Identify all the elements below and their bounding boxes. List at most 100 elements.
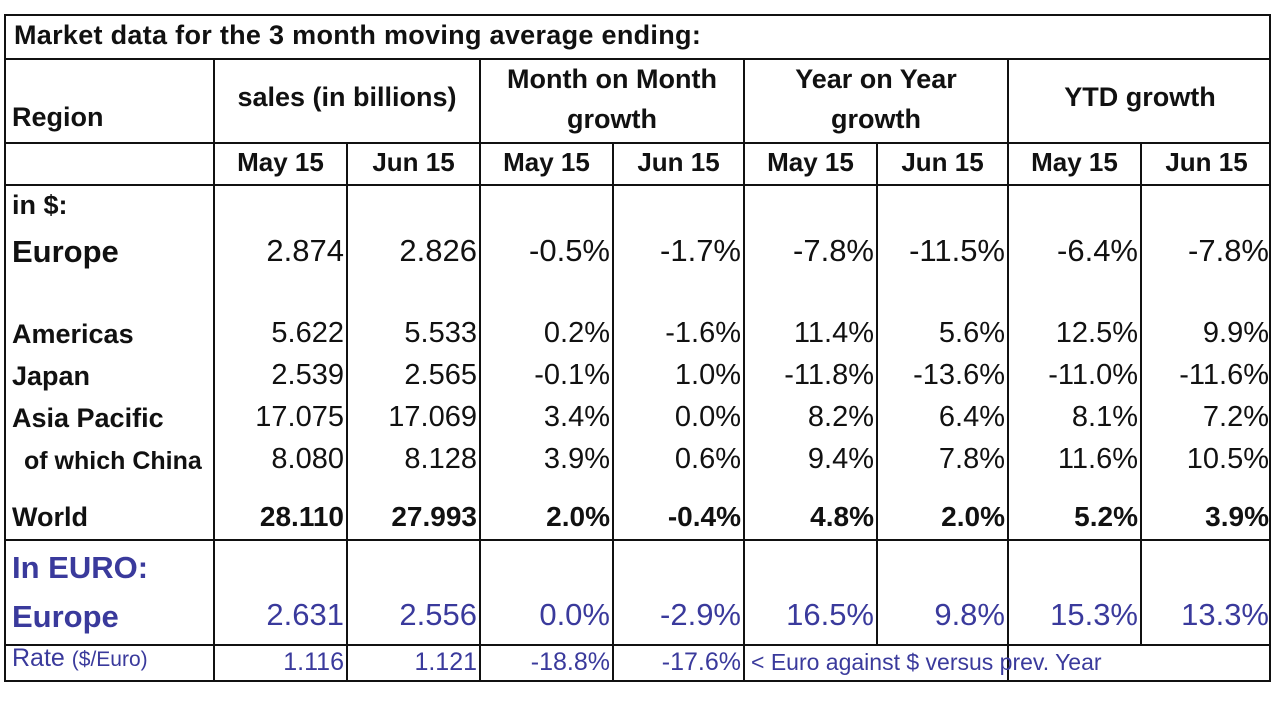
europe-ytd-may: -6.4% (1057, 233, 1138, 268)
rate-note: < Euro against $ versus prev. Year (751, 649, 1102, 675)
subheader-sales-may: May 15 (237, 147, 324, 177)
japan-ytd-may: -11.0% (1048, 359, 1138, 391)
japan-mom-jun: 1.0% (674, 359, 741, 391)
asia-pacific-mom-may: 3.4% (543, 401, 610, 433)
japan-ytd-jun: -11.6% (1179, 359, 1269, 391)
world-ytd-may: 5.2% (1074, 501, 1138, 532)
europe-euro-ytd-may: 15.3% (1050, 597, 1138, 632)
asia-pacific-yoy-jun: 6.4% (938, 401, 1005, 433)
subheader-ytd-jun: Jun 15 (1165, 147, 1248, 177)
europe-sales-jun: 2.826 (399, 233, 477, 268)
asia-pacific-yoy-may: 8.2% (807, 401, 874, 433)
market-data-table: Market data for the 3 month moving avera… (4, 14, 1271, 682)
subheader-ytd-may: May 15 (1031, 147, 1118, 177)
americas-yoy-may: 11.4% (793, 317, 874, 349)
japan-sales-jun: 2.565 (404, 359, 477, 391)
japan-yoy-may: -11.8% (784, 359, 874, 391)
europe-euro-mom-jun: -2.9% (660, 597, 741, 632)
asia-pacific-ytd-may: 8.1% (1071, 401, 1138, 433)
section-dollar-label: in $: (12, 190, 68, 220)
rule-world (6, 539, 1269, 541)
rule-title (6, 58, 1269, 60)
col-rule-4 (1007, 58, 1009, 680)
world-sales-may: 28.110 (259, 501, 344, 532)
row-label-americas: Americas (12, 319, 134, 349)
col-rule-sub-4 (1140, 142, 1142, 644)
col-rule-sub-3 (876, 142, 878, 644)
europe-yoy-may: -7.8% (793, 233, 874, 268)
world-ytd-jun: 3.9% (1205, 501, 1269, 532)
rate-label-text: Rate (12, 644, 65, 672)
china-mom-may: 3.9% (543, 443, 610, 475)
asia-pacific-sales-may: 17.075 (255, 401, 344, 433)
rate-label: Rate ($/Euro) (12, 644, 148, 673)
china-sales-may: 8.080 (271, 443, 344, 475)
header-region: Region (12, 102, 104, 132)
world-yoy-jun: 2.0% (941, 501, 1005, 532)
europe-ytd-jun: -7.8% (1188, 233, 1269, 268)
world-mom-may: 2.0% (546, 501, 610, 532)
rule-header (6, 142, 1269, 144)
europe-yoy-jun: -11.5% (909, 233, 1005, 268)
asia-pacific-mom-jun: 0.0% (674, 401, 741, 433)
europe-sales-may: 2.874 (266, 233, 344, 268)
subheader-mom-jun: Jun 15 (637, 147, 720, 177)
rate-unit: ($/Euro) (71, 648, 148, 671)
americas-yoy-jun: 5.6% (938, 317, 1005, 349)
col-rule-2 (479, 58, 481, 680)
header-mom-line1: Month on Month (507, 64, 717, 94)
section-euro-label: In EURO: (12, 550, 149, 585)
europe-euro-sales-jun: 2.556 (399, 597, 477, 632)
subheader-yoy-jun: Jun 15 (901, 147, 984, 177)
subheader-yoy-may: May 15 (767, 147, 854, 177)
americas-ytd-may: 12.5% (1055, 317, 1138, 349)
europe-euro-yoy-may: 16.5% (786, 597, 874, 632)
header-yoy-line2: growth (831, 104, 921, 134)
world-sales-jun: 27.993 (391, 501, 477, 532)
europe-mom-jun: -1.7% (660, 233, 741, 268)
americas-sales-may: 5.622 (271, 317, 344, 349)
header-yoy-line1: Year on Year (795, 64, 957, 94)
europe-euro-sales-may: 2.631 (266, 597, 344, 632)
col-rule-sub-2 (612, 142, 614, 680)
subheader-sales-jun: Jun 15 (372, 147, 455, 177)
japan-mom-may: -0.1% (534, 359, 610, 391)
europe-mom-may: -0.5% (529, 233, 610, 268)
china-ytd-jun: 10.5% (1186, 443, 1269, 475)
europe-euro-ytd-jun: 13.3% (1181, 597, 1269, 632)
row-label-china: of which China (24, 447, 202, 475)
rate-mom-jun: -17.6% (661, 648, 741, 676)
americas-mom-may: 0.2% (543, 317, 610, 349)
china-yoy-jun: 7.8% (938, 443, 1005, 475)
china-mom-jun: 0.6% (674, 443, 741, 475)
rate-jun: 1.121 (414, 648, 477, 676)
china-sales-jun: 8.128 (404, 443, 477, 475)
americas-sales-jun: 5.533 (404, 317, 477, 349)
table-title: Market data for the 3 month moving avera… (14, 20, 702, 50)
row-label-world: World (12, 502, 88, 532)
world-yoy-may: 4.8% (810, 501, 874, 532)
subheader-mom-may: May 15 (503, 147, 590, 177)
rule-subheader (6, 184, 1269, 186)
col-rule-1 (213, 58, 215, 680)
col-rule-3 (743, 58, 745, 680)
rule-euro (6, 644, 1269, 646)
rate-may: 1.116 (283, 648, 344, 676)
col-rule-sub-1 (346, 142, 348, 680)
header-ytd: YTD growth (1064, 82, 1216, 112)
rate-mom-may: -18.8% (530, 648, 610, 676)
japan-sales-may: 2.539 (271, 359, 344, 391)
china-yoy-may: 9.4% (807, 443, 874, 475)
europe-euro-yoy-jun: 9.8% (934, 597, 1005, 632)
world-mom-jun: -0.4% (667, 501, 741, 532)
china-ytd-may: 11.6% (1057, 443, 1138, 475)
row-label-europe: Europe (12, 234, 119, 269)
row-label-asia-pacific: Asia Pacific (12, 403, 164, 433)
header-mom-line2: growth (567, 104, 657, 134)
row-label-japan: Japan (12, 361, 91, 391)
japan-yoy-jun: -13.6% (913, 359, 1005, 391)
asia-pacific-sales-jun: 17.069 (388, 401, 477, 433)
row-label-europe-euro: Europe (12, 599, 119, 634)
header-sales: sales (in billions) (237, 82, 457, 112)
americas-mom-jun: -1.6% (665, 317, 741, 349)
